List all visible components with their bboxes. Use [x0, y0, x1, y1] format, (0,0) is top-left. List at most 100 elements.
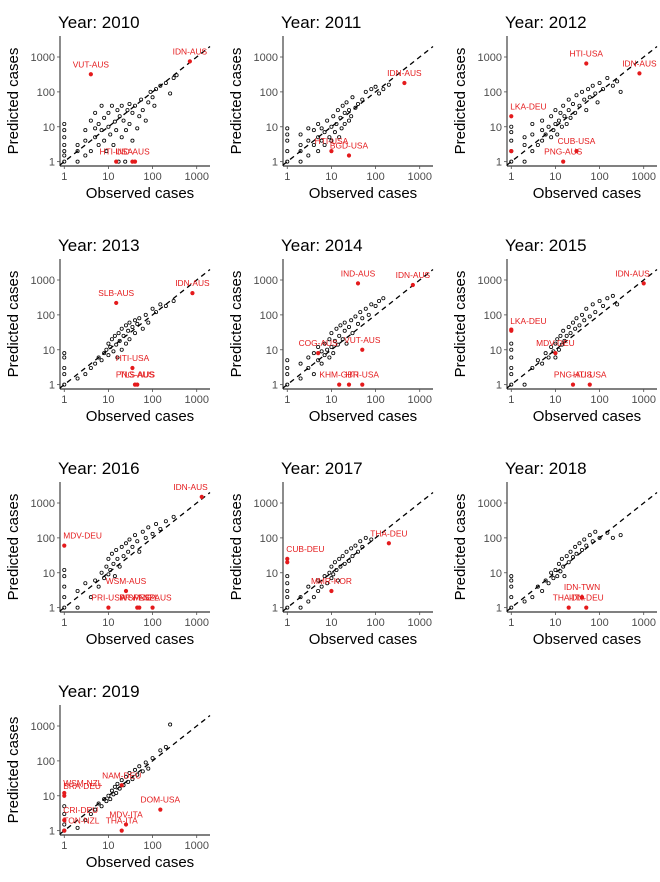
data-point [570, 555, 575, 560]
data-point [62, 822, 67, 827]
data-point [75, 149, 80, 154]
data-point [580, 547, 585, 552]
data-point [346, 558, 351, 563]
data-point [154, 87, 159, 92]
data-point [386, 82, 391, 87]
data-point [163, 80, 168, 85]
data-point [146, 525, 151, 530]
data-point [559, 556, 564, 561]
y-tick-label: 1 [272, 157, 278, 169]
data-point [171, 76, 176, 81]
data-point [363, 306, 368, 311]
data-point [285, 159, 290, 164]
outlier-label: VUT-AUS [344, 335, 381, 345]
outlier-label: IDN-AUS [396, 270, 431, 280]
data-point [285, 132, 290, 137]
x-tick-label: 1 [284, 617, 290, 629]
data-point [143, 760, 148, 765]
data-point [75, 588, 80, 593]
data-point [88, 811, 93, 816]
data-point [316, 149, 321, 154]
data-point [573, 544, 578, 549]
panel-4: Year: 2013 11 10 10 100 100 1000 1000 Observed c… [5, 236, 211, 425]
x-axis-title: Observed cases [309, 408, 417, 425]
outlier-label: PRI-USA [91, 593, 125, 603]
reference-line [506, 45, 658, 166]
data-point [88, 365, 93, 370]
data-point [344, 549, 349, 554]
reference-line [282, 491, 434, 612]
reference-line [59, 491, 211, 612]
outlier-point [123, 822, 129, 827]
data-point [540, 588, 545, 593]
data-point [551, 576, 556, 581]
outlier-point [570, 382, 576, 387]
panel-title: Year: 2010 [58, 13, 140, 32]
data-point [104, 799, 109, 804]
data-point [332, 130, 337, 135]
data-point [62, 605, 67, 610]
data-point [316, 121, 321, 126]
outlier-point [119, 828, 124, 833]
outlier-point [62, 828, 67, 833]
outlier-point [190, 291, 195, 296]
x-tick-label: 1000 [631, 394, 655, 406]
data-point [132, 533, 137, 538]
x-axis-title: Observed cases [533, 631, 641, 648]
outlier-point [329, 588, 334, 594]
data-point [582, 537, 587, 542]
data-point [509, 584, 514, 589]
data-point [119, 135, 124, 140]
data-point [353, 105, 358, 110]
outlier-label: MDV-ITA [109, 809, 143, 819]
data-point [298, 376, 303, 381]
panel-title: Year: 2012 [505, 13, 587, 32]
data-point [132, 318, 137, 323]
data-point [346, 324, 351, 329]
data-point [117, 564, 122, 569]
data-point [114, 547, 119, 552]
data-point [119, 326, 124, 331]
data-point [62, 811, 67, 816]
data-point [350, 331, 355, 336]
data-point [340, 337, 345, 342]
panel-title: Year: 2011 [281, 13, 361, 32]
data-point [584, 543, 589, 548]
data-point [62, 149, 67, 154]
data-point [132, 767, 137, 772]
data-point [306, 153, 311, 158]
x-axis-title: Observed cases [309, 631, 417, 648]
data-point [543, 351, 548, 356]
data-point [577, 541, 582, 546]
data-point [115, 556, 120, 561]
data-point [582, 318, 587, 323]
x-axis-title: Observed cases [86, 408, 194, 425]
x-tick-label: 10 [102, 840, 114, 852]
y-tick-label: 100 [260, 87, 278, 99]
data-point [298, 132, 303, 137]
data-point [108, 567, 113, 572]
outlier-point [386, 541, 391, 546]
outlier-point [346, 382, 352, 387]
data-point [96, 355, 101, 360]
data-point [509, 138, 514, 143]
data-point [111, 349, 116, 354]
y-axis-title: Predicted cases [228, 494, 245, 601]
data-point [325, 581, 330, 586]
data-point [342, 328, 347, 333]
data-point [99, 128, 104, 133]
outlier-label: LKA-DEU [510, 101, 546, 111]
data-point [337, 135, 342, 140]
data-point [96, 142, 101, 147]
data-point [104, 564, 109, 569]
data-point [62, 142, 67, 147]
data-point [83, 153, 88, 158]
data-point [586, 87, 591, 92]
data-point [605, 296, 610, 301]
data-point [593, 310, 598, 315]
data-point [106, 341, 111, 346]
data-point [99, 358, 104, 363]
data-point [558, 110, 563, 115]
data-point [522, 142, 527, 147]
y-tick-label: 1000 [254, 498, 278, 510]
